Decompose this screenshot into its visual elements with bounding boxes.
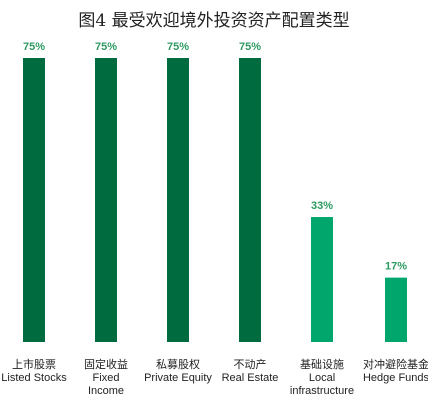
category-label-en: Listed Stocks: [1, 372, 67, 384]
category-label-zh: 对冲避险基金: [363, 359, 428, 371]
chart-title: 图4 最受欢迎境外投资资产配置类型: [78, 11, 350, 31]
category-label-en: Local infrastructure: [289, 372, 355, 397]
bar-6: [385, 277, 407, 342]
bars-group: [23, 58, 407, 342]
category-label-5: 基础设施 Local infrastructure: [272, 359, 372, 398]
category-label-1: 上市股票 Listed Stocks: [0, 359, 84, 385]
category-label-en: Real Estate: [221, 372, 279, 384]
category-label-6: 对冲避险基金 Hedge Funds: [346, 359, 428, 385]
category-label-zh: 私募股权: [156, 359, 200, 371]
data-labels-group: 75% 75% 75% 75% 33% 17%: [23, 41, 407, 273]
data-label-4: 75%: [239, 41, 261, 53]
bar-4: [239, 58, 261, 342]
category-label-3: 私募股权 Private Equity: [128, 359, 228, 385]
category-label-en: Private Equity: [144, 372, 212, 384]
category-label-en: Hedge Funds: [362, 372, 428, 384]
bar-2: [95, 58, 117, 342]
category-label-2: 固定收益 Fixed Income: [56, 359, 156, 398]
category-label-zh: 基础设施: [300, 359, 344, 371]
bar-1: [23, 58, 45, 342]
category-label-en: Fixed Income: [87, 372, 125, 397]
category-label-zh: 不动产: [233, 359, 267, 371]
data-label-5: 33%: [311, 200, 333, 212]
bar-3: [167, 58, 189, 342]
category-label-4: 不动产 Real Estate: [200, 359, 300, 385]
data-label-6: 17%: [385, 261, 407, 273]
data-label-2: 75%: [95, 41, 117, 53]
category-label-zh: 上市股票: [12, 359, 56, 371]
data-label-1: 75%: [23, 41, 45, 53]
data-label-3: 75%: [167, 41, 189, 53]
category-label-zh: 固定收益: [84, 359, 128, 371]
bar-5: [311, 217, 333, 342]
